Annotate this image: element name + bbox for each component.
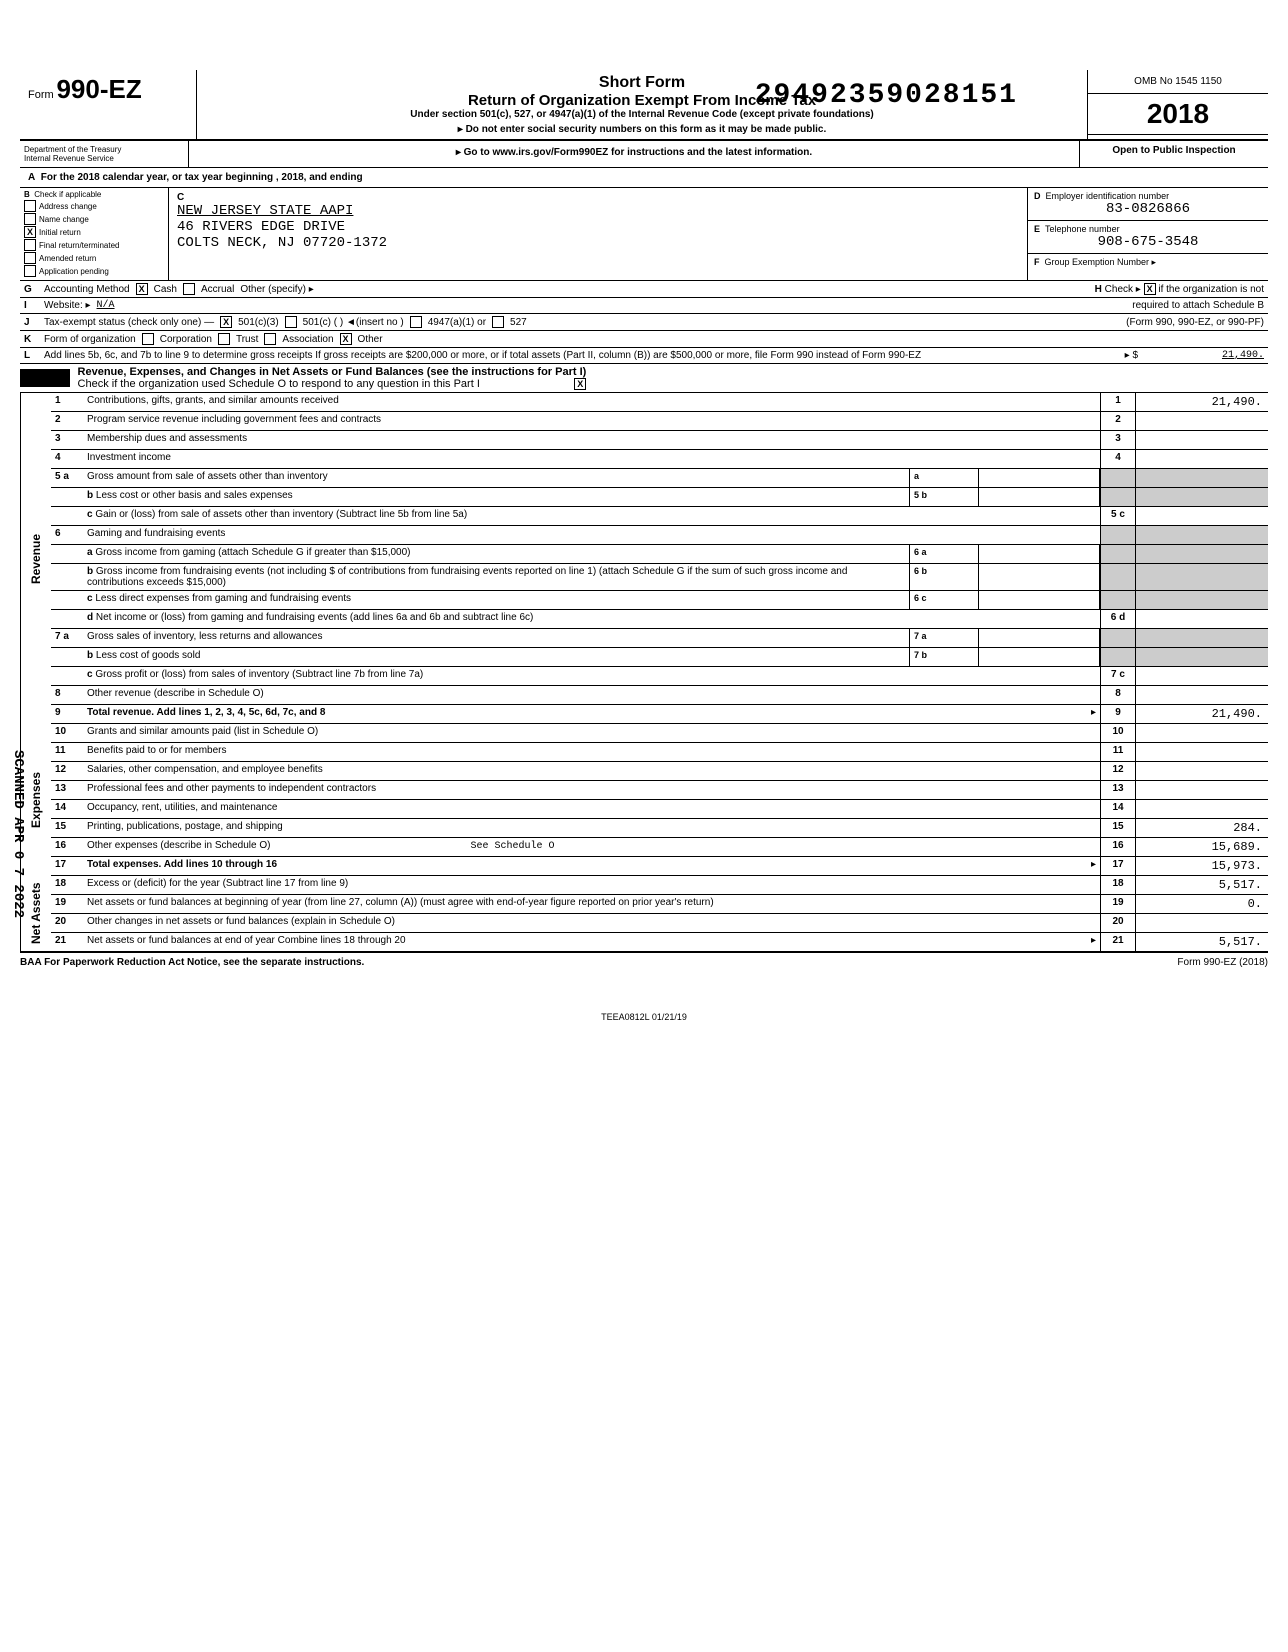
dept-irs: Internal Revenue Service — [24, 154, 184, 163]
website-value: N/A — [97, 300, 115, 311]
tax-year: 2018 — [1088, 94, 1268, 135]
chk-final[interactable] — [24, 239, 36, 251]
phone-value: 908-675-3548 — [1034, 234, 1262, 250]
org-street: 46 RIVERS EDGE DRIVE — [177, 219, 1019, 235]
org-name: NEW JERSEY STATE AAPI — [177, 203, 1019, 219]
line19-val: 0. — [1135, 895, 1268, 913]
line-a: A For the 2018 calendar year, or tax yea… — [20, 168, 1268, 188]
check-applicable-label: Check if applicable — [34, 190, 101, 199]
chk-name[interactable] — [24, 213, 36, 225]
line-g: G Accounting Method XCash Accrual Other … — [20, 281, 1268, 298]
revenue-side-label: Revenue — [20, 393, 51, 724]
form-header: Form 990-EZ Short Form Return of Organiz… — [20, 70, 1268, 141]
footer-code: TEEA0812L 01/21/19 — [20, 1012, 1268, 1022]
ein-value: 83-0826866 — [1034, 201, 1262, 217]
chk-501c[interactable] — [285, 316, 297, 328]
part1-label: Part I — [20, 369, 70, 387]
line1-val: 21,490. — [1135, 393, 1268, 411]
part1-header: Part I Revenue, Expenses, and Changes in… — [20, 364, 1268, 393]
form-number: 990-EZ — [56, 74, 141, 104]
line-l: L Add lines 5b, 6c, and 7b to line 9 to … — [20, 348, 1268, 364]
chk-cash[interactable]: X — [136, 283, 148, 295]
line-k: K Form of organization Corporation Trust… — [20, 331, 1268, 348]
expenses-side-label: Expenses — [20, 724, 51, 876]
netassets-side-label: Net Assets — [20, 876, 51, 951]
chk-assoc[interactable] — [264, 333, 276, 345]
goto-link: ▸ Go to www.irs.gov/Form990EZ for instru… — [189, 141, 1079, 167]
form-prefix: Form — [28, 89, 54, 101]
org-city: COLTS NECK, NJ 07720-1372 — [177, 235, 1019, 251]
line16-val: 15,689. — [1135, 838, 1268, 856]
chk-4947[interactable] — [410, 316, 422, 328]
net-assets-section: Net Assets 18Excess or (deficit) for the… — [20, 876, 1268, 953]
chk-other-org[interactable]: X — [340, 333, 352, 345]
chk-address[interactable] — [24, 200, 36, 212]
omb-number: OMB No 1545 1150 — [1088, 70, 1268, 94]
line-j: J Tax-exempt status (check only one) — X… — [20, 314, 1268, 331]
chk-schedule-o[interactable]: X — [574, 378, 586, 390]
phone-label: Telephone number — [1045, 224, 1120, 234]
dln-number: 29492359028151 — [755, 80, 1018, 111]
part1-title: Revenue, Expenses, and Changes in Net As… — [78, 366, 587, 378]
line21-val: 5,517. — [1135, 933, 1268, 951]
dept-row: Department of the Treasury Internal Reve… — [20, 141, 1268, 168]
chk-527[interactable] — [492, 316, 504, 328]
total-revenue: 21,490. — [1135, 705, 1268, 723]
chk-pending[interactable] — [24, 265, 36, 277]
chk-501c3[interactable]: X — [220, 316, 232, 328]
page-footer: BAA For Paperwork Reduction Act Notice, … — [20, 953, 1268, 972]
footer-baa: BAA For Paperwork Reduction Act Notice, … — [20, 957, 364, 968]
open-inspection: Open to Public Inspection — [1079, 141, 1268, 167]
chk-accrual[interactable] — [183, 283, 195, 295]
line18-val: 5,517. — [1135, 876, 1268, 894]
gross-receipts: 21,490. — [1144, 350, 1264, 361]
revenue-section: Revenue 1Contributions, gifts, grants, a… — [20, 393, 1268, 724]
section-b: B Check if applicable Address change Nam… — [20, 188, 1268, 281]
total-expenses: 15,973. — [1135, 857, 1268, 875]
subtitle-ssn: ▸ Do not enter social security numbers o… — [201, 124, 1083, 135]
chk-initial[interactable]: X — [24, 226, 36, 238]
chk-corp[interactable] — [142, 333, 154, 345]
line-i: I Website: ▸ N/A required to attach Sche… — [20, 298, 1268, 314]
chk-trust[interactable] — [218, 333, 230, 345]
chk-sched-b[interactable]: X — [1144, 283, 1156, 295]
dept-treasury: Department of the Treasury — [24, 145, 184, 154]
letter-c: C — [177, 192, 184, 203]
expenses-section: Expenses 10Grants and similar amounts pa… — [20, 724, 1268, 876]
footer-form: Form 990-EZ (2018) — [1177, 957, 1268, 968]
ein-label: Employer identification number — [1046, 191, 1170, 201]
line15-val: 284. — [1135, 819, 1268, 837]
chk-amended[interactable] — [24, 252, 36, 264]
group-exemption-label: Group Exemption Number ▸ — [1045, 257, 1157, 267]
